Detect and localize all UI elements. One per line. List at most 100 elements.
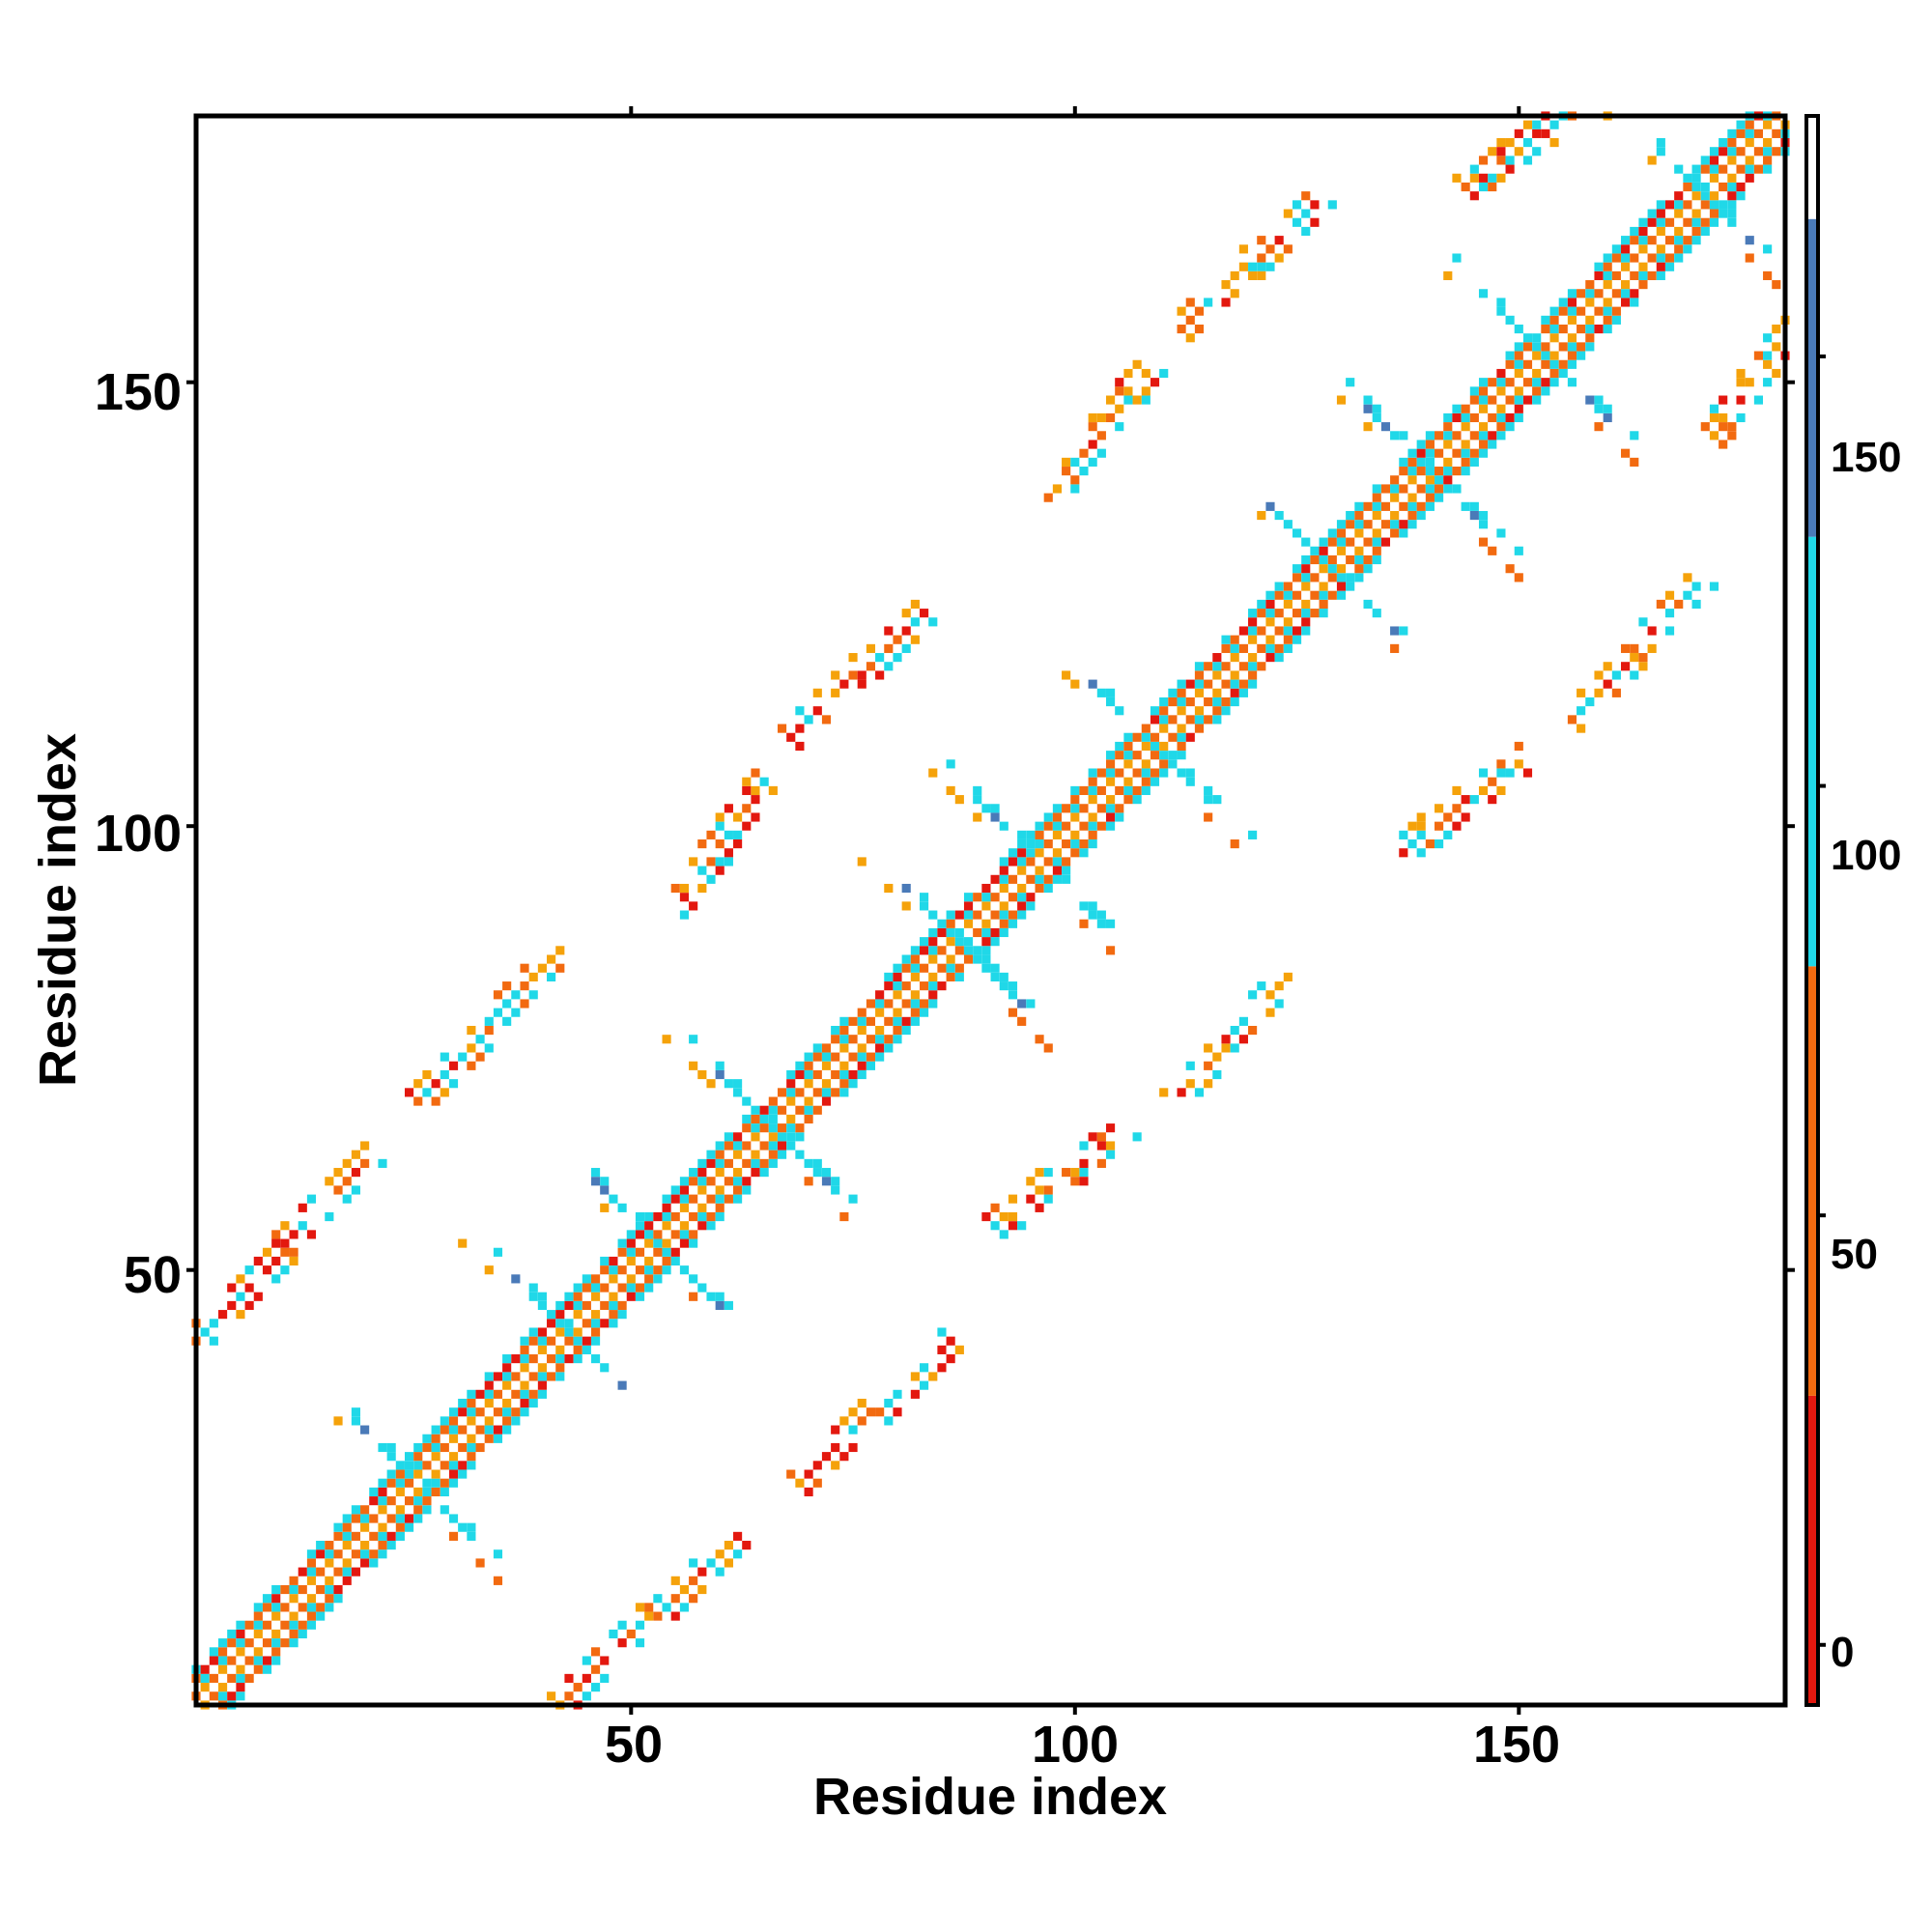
heatmap-cell [662,1203,671,1212]
heatmap-cell [547,954,556,964]
heatmap-cell [1283,520,1293,529]
heatmap-cell [715,1211,724,1222]
heatmap-cell [448,1407,459,1417]
heatmap-cell [333,1549,343,1559]
heatmap-cell [954,972,964,981]
heatmap-cell [1549,120,1559,129]
heatmap-cell [1478,537,1489,547]
heatmap-cell [697,1221,707,1231]
heatmap-cell [1469,501,1479,511]
heatmap-cell [733,1141,743,1151]
heatmap-cell [1443,431,1453,440]
heatmap-cell [1141,386,1151,396]
heatmap-cell [768,785,778,796]
heatmap-cell [848,670,858,680]
x-tick-label: 150 [1473,1716,1560,1774]
heatmap-cell [1621,448,1631,458]
heatmap-cell [325,1177,334,1186]
heatmap-cell [1230,1025,1239,1036]
heatmap-cell [1105,821,1116,831]
heatmap-cell [1390,528,1400,538]
heatmap-cell [1514,342,1523,352]
heatmap-cell [1248,626,1258,636]
heatmap-cell [724,1158,733,1168]
heatmap-cell [537,1327,547,1337]
heatmap-cell [1664,253,1675,263]
heatmap-cell [1514,147,1523,156]
heatmap-cell [1230,688,1239,697]
heatmap-cell [1514,573,1523,582]
heatmap-cell [1753,395,1763,405]
heatmap-cell [1452,804,1462,813]
heatmap-cell [617,1265,627,1275]
heatmap-cell [1105,751,1116,760]
heatmap-cell [1416,848,1426,858]
heatmap-cell [662,1221,671,1231]
heatmap-cell [884,883,894,894]
heatmap-cell [458,1398,468,1408]
heatmap-cell [395,1514,405,1523]
y-tick-label: 50 [124,1246,182,1304]
heatmap-cell [1230,643,1239,653]
heatmap-cell [547,1372,556,1381]
heatmap-cell [1310,609,1320,618]
heatmap-cell [537,1300,547,1311]
heatmap-cell [812,706,822,716]
heatmap-cell [697,1177,707,1186]
heatmap-cell [1656,209,1665,218]
heatmap-cell [1319,564,1328,574]
heatmap-cell [715,1300,724,1311]
heatmap-cell [1230,635,1239,644]
heatmap-cell [884,1035,894,1044]
heatmap-cell [1611,670,1621,680]
heatmap-cell [733,1194,743,1204]
heatmap-cell [1478,386,1489,396]
heatmap-cell [1585,342,1595,352]
heatmap-cell [1008,910,1018,920]
heatmap-cell [289,1576,298,1585]
heatmap-cell [467,1061,476,1070]
heatmap-cell [1611,244,1621,254]
heatmap-cell [1727,217,1737,227]
heatmap-cell [600,1656,610,1665]
heatmap-cell [679,1203,690,1212]
heatmap-cell [875,653,885,663]
heatmap-cell [1159,1088,1169,1097]
heatmap-cell [1647,253,1657,263]
heatmap-cell [1372,493,1381,502]
heatmap-cell [1522,395,1533,405]
heatmap-cell [1541,359,1550,369]
heatmap-cell [706,874,716,884]
heatmap-cell [271,1238,281,1248]
heatmap-cell [742,1158,752,1168]
heatmap-cell [821,1168,832,1178]
heatmap-cell [1159,751,1169,760]
heatmap-cell [715,1158,724,1168]
heatmap-cell [395,1478,405,1488]
heatmap-cell [511,1274,521,1284]
heatmap-cell [848,1407,858,1417]
heatmap-cell [1505,564,1515,574]
heatmap-cell [1736,147,1746,156]
heatmap-cell [271,1647,281,1657]
heatmap-cell [1505,164,1515,174]
heatmap-cell [1204,662,1213,671]
heatmap-cell [1052,857,1062,867]
heatmap-cell [1443,812,1453,822]
heatmap-cell [689,1274,698,1284]
heatmap-cell [653,1238,663,1248]
heatmap-cell [1772,342,1781,352]
heatmap-cell [1488,412,1497,423]
heatmap-cell [981,893,991,902]
heatmap-cell [1265,262,1275,271]
heatmap-cell [644,1265,654,1275]
heatmap-cell [342,1522,352,1532]
heatmap-cell [742,1114,752,1124]
heatmap-cell [1043,821,1053,831]
heatmap-cell [857,1025,867,1036]
heatmap-cell [777,1132,787,1142]
heatmap-cell [493,1425,503,1435]
heatmap-cell [440,1416,449,1426]
heatmap-cell [448,1425,459,1435]
heatmap-cell [1096,821,1106,831]
